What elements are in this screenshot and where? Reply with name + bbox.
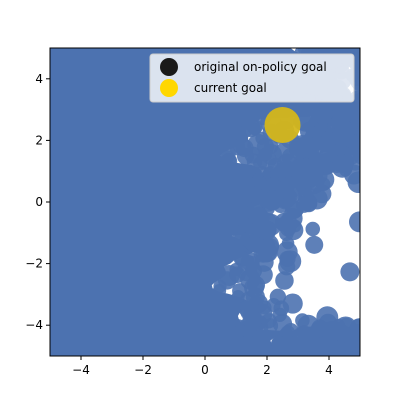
goal-markers (264, 107, 301, 143)
y-tick-label: −4 (25, 318, 43, 332)
visited-state-point (231, 290, 245, 303)
visited-state-point (278, 177, 300, 200)
visited-state-point (295, 313, 310, 328)
legend-box (149, 53, 355, 103)
y-axis: −4 −2 0 2 4 (25, 72, 50, 332)
y-tick-label: −2 (25, 257, 43, 271)
visited-state-point (353, 108, 360, 129)
visited-state-point (293, 340, 316, 356)
visited-state-point (259, 243, 278, 262)
visited-state-point (241, 118, 261, 138)
y-tick-label: 2 (35, 133, 43, 147)
visited-state-point (305, 155, 325, 174)
visited-state-point (277, 335, 298, 356)
visited-state-point (246, 275, 266, 295)
visited-state-point (353, 80, 360, 99)
visited-state-point (265, 177, 280, 191)
y-tick-label: 0 (35, 195, 43, 209)
legend-marker-current-goal (160, 79, 178, 97)
x-tick-label: −4 (72, 363, 90, 377)
visited-state-point (305, 235, 324, 254)
legend-label-original-goal: original on-policy goal (194, 60, 327, 74)
visited-state-point (257, 300, 272, 315)
x-tick-label: 0 (201, 363, 209, 377)
visited-state-point (234, 231, 249, 246)
x-tick-label: 4 (325, 363, 333, 377)
visited-state-point (343, 339, 356, 352)
visited-state-point (317, 106, 334, 122)
visited-state-point (321, 160, 335, 174)
visited-state-point (275, 271, 294, 290)
visited-state-point (293, 158, 309, 175)
visited-state-point (258, 222, 277, 241)
visited-state-point (255, 131, 269, 145)
visited-state-point (242, 310, 263, 330)
legend-marker-original-goal (160, 58, 178, 76)
visited-state-point (279, 250, 302, 273)
visited-state-point (282, 293, 303, 314)
visited-region-fill (50, 48, 328, 356)
visited-state-point (251, 206, 268, 223)
visited-state-point (277, 153, 297, 174)
visited-state-point (316, 306, 339, 329)
visited-state-point (272, 314, 293, 334)
visited-state-point (245, 236, 263, 253)
visited-state-point (217, 271, 237, 290)
visited-state-point (280, 220, 297, 237)
visited-state-point (331, 156, 353, 178)
visited-state-point (229, 139, 246, 156)
x-tick-label: −2 (134, 363, 152, 377)
x-axis: −4 −2 0 2 4 (72, 356, 333, 377)
x-tick-label: 2 (263, 363, 271, 377)
visited-state-point (349, 211, 360, 233)
legend: original on-policy goal current goal (149, 53, 355, 103)
visited-state-point (305, 221, 321, 237)
visited-state-point (253, 156, 268, 171)
visited-state-point (300, 141, 318, 159)
visited-state-point (240, 252, 260, 272)
visited-state-point (350, 324, 360, 338)
visited-state-point (331, 124, 355, 147)
legend-label-current-goal: current goal (194, 81, 267, 95)
visited-state-point (220, 153, 238, 170)
visited-state-point (340, 262, 360, 282)
current-goal-point (264, 107, 301, 143)
visited-state-point (333, 142, 347, 156)
y-tick-label: 4 (35, 72, 43, 86)
